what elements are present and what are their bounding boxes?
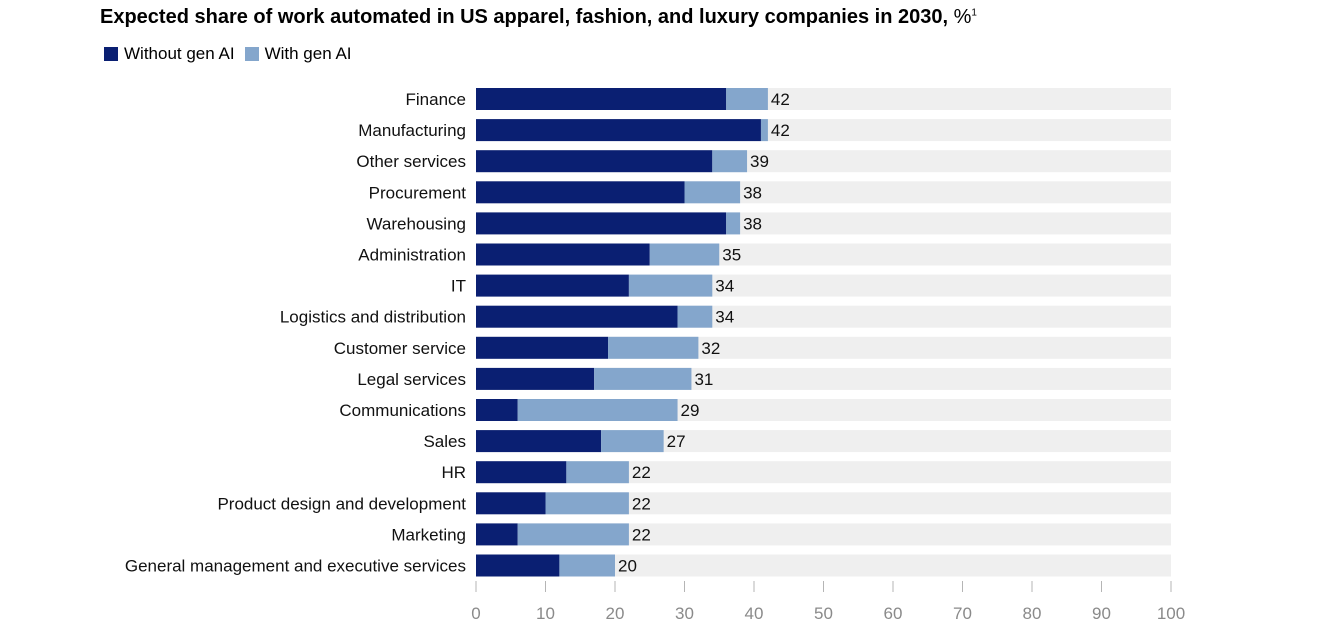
category-label-procurement: Procurement [369, 183, 467, 202]
bar-with-gen-ai-product-design-and-development [545, 492, 629, 515]
chart-title: Expected share of work automated in US a… [100, 6, 977, 29]
value-label-administration: 35 [722, 246, 741, 265]
x-tick-label-90: 90 [1092, 604, 1111, 623]
category-label-communications: Communications [339, 401, 466, 420]
bar-without-gen-ai-legal-services [476, 367, 595, 390]
bar-with-gen-ai-procurement [684, 181, 741, 204]
category-label-manufacturing: Manufacturing [358, 121, 466, 140]
value-label-customer-service: 32 [701, 339, 720, 358]
category-label-other-services: Other services [356, 152, 466, 171]
value-label-warehousing: 38 [743, 214, 762, 233]
bar-with-gen-ai-general-management-and-executive-services [559, 554, 615, 577]
category-label-hr: HR [441, 463, 466, 482]
category-label-administration: Administration [358, 246, 466, 265]
bar-with-gen-ai-manufacturing [760, 119, 768, 142]
bar-without-gen-ai-administration [476, 243, 650, 266]
chart-legend: Without gen AI With gen AI [104, 44, 362, 64]
value-label-sales: 27 [667, 432, 686, 451]
bar-with-gen-ai-it [628, 274, 713, 297]
x-tick-label-100: 100 [1157, 604, 1185, 623]
bar-without-gen-ai-product-design-and-development [476, 492, 546, 515]
bar-with-gen-ai-hr [566, 461, 629, 484]
bar-with-gen-ai-marketing [517, 523, 629, 546]
bar-without-gen-ai-warehousing [476, 212, 727, 235]
category-label-warehousing: Warehousing [366, 214, 466, 233]
chart-title-unit: % [953, 6, 972, 28]
bar-without-gen-ai-manufacturing [476, 119, 761, 142]
bar-track-product-design-and-development [476, 492, 1171, 515]
value-label-legal-services: 31 [694, 370, 713, 389]
x-tick-label-20: 20 [606, 604, 625, 623]
legend-swatch-without-gen-ai [104, 47, 118, 61]
bar-without-gen-ai-marketing [476, 523, 518, 546]
category-label-product-design-and-development: Product design and development [217, 494, 466, 513]
category-label-finance: Finance [406, 90, 466, 109]
x-tick-label-0: 0 [471, 604, 480, 623]
bar-with-gen-ai-logistics-and-distribution [677, 305, 713, 328]
x-tick-label-70: 70 [953, 604, 972, 623]
value-label-communications: 29 [681, 401, 700, 420]
bar-with-gen-ai-administration [649, 243, 720, 266]
bar-track-hr [476, 461, 1171, 484]
bar-without-gen-ai-hr [476, 461, 567, 484]
x-tick-label-10: 10 [536, 604, 555, 623]
value-label-logistics-and-distribution: 34 [715, 308, 734, 327]
value-label-manufacturing: 42 [771, 121, 790, 140]
bar-with-gen-ai-communications [517, 399, 678, 421]
value-label-it: 34 [715, 277, 734, 296]
bar-with-gen-ai-customer-service [608, 336, 699, 359]
value-label-marketing: 22 [632, 525, 651, 544]
bar-track-general-management-and-executive-services [476, 554, 1171, 577]
value-label-procurement: 38 [743, 183, 762, 202]
category-label-sales: Sales [423, 432, 466, 451]
bar-without-gen-ai-other-services [476, 150, 713, 173]
x-tick-label-60: 60 [884, 604, 903, 623]
category-label-logistics-and-distribution: Logistics and distribution [280, 308, 466, 327]
x-tick-label-50: 50 [814, 604, 833, 623]
bar-without-gen-ai-it [476, 274, 629, 297]
legend-label-with-gen-ai: With gen AI [264, 44, 352, 63]
bar-with-gen-ai-finance [726, 88, 768, 110]
legend-item-with-gen-ai: With gen AI [244, 44, 352, 64]
bar-track-marketing [476, 523, 1171, 546]
legend-swatch-with-gen-ai [244, 47, 259, 61]
chart-title-text: Expected share of work automated in US a… [100, 6, 949, 28]
category-label-it: IT [451, 277, 466, 296]
value-label-finance: 42 [771, 90, 790, 109]
bar-without-gen-ai-sales [476, 430, 602, 453]
bar-with-gen-ai-sales [601, 430, 664, 453]
category-label-legal-services: Legal services [357, 370, 466, 389]
chart-title-footnote: 1 [971, 7, 977, 19]
bar-with-gen-ai-legal-services [594, 367, 692, 390]
category-label-general-management-and-executive-services: General management and executive service… [125, 557, 466, 576]
legend-item-without-gen-ai: Without gen AI [104, 44, 235, 64]
value-label-other-services: 39 [750, 152, 769, 171]
bar-without-gen-ai-customer-service [476, 336, 609, 359]
bar-with-gen-ai-other-services [712, 150, 748, 173]
bar-without-gen-ai-logistics-and-distribution [476, 305, 678, 328]
legend-label-without-gen-ai: Without gen AI [124, 44, 235, 63]
x-tick-label-80: 80 [1023, 604, 1042, 623]
bar-with-gen-ai-warehousing [726, 212, 741, 235]
bar-without-gen-ai-communications [476, 399, 518, 421]
value-label-product-design-and-development: 22 [632, 494, 651, 513]
bar-without-gen-ai-procurement [476, 181, 685, 204]
value-label-hr: 22 [632, 463, 651, 482]
value-label-general-management-and-executive-services: 20 [618, 557, 637, 576]
x-tick-label-30: 30 [675, 604, 694, 623]
category-label-customer-service: Customer service [334, 339, 466, 358]
bar-without-gen-ai-finance [476, 88, 727, 110]
x-tick-label-40: 40 [745, 604, 764, 623]
category-label-marketing: Marketing [391, 525, 466, 544]
bar-without-gen-ai-general-management-and-executive-services [476, 554, 560, 577]
